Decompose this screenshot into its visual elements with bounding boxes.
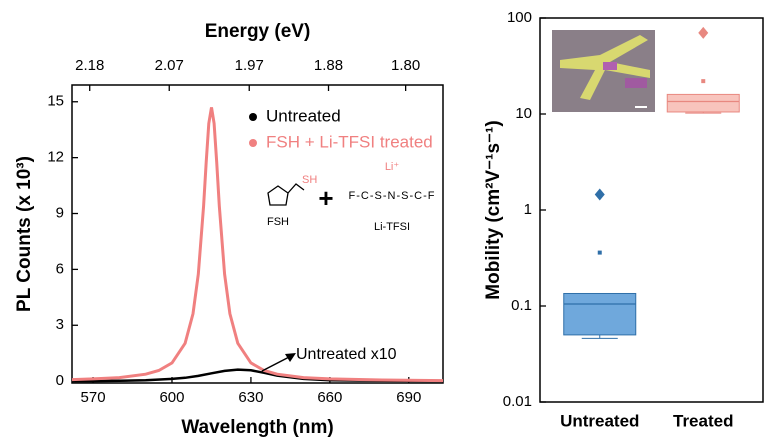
y-tick-label: 0.1 [511, 297, 532, 314]
x2-axis-title: Energy (eV) [205, 21, 311, 42]
annotation: + [318, 183, 333, 213]
y-tick-label: 12 [47, 149, 64, 166]
y-axis-title: Mobility (cm²V⁻¹s⁻¹) [483, 120, 504, 299]
legend-marker [249, 139, 257, 147]
x-tick-label: Treated [673, 411, 733, 430]
y-tick-label: 1 [524, 201, 532, 218]
x2-tick-label: 2.07 [155, 57, 184, 74]
x-tick-label: 630 [238, 389, 263, 406]
box [563, 292, 637, 336]
x-tick-label: 600 [159, 389, 184, 406]
annotation: Li-TFSI [374, 221, 410, 233]
mean-marker [701, 79, 706, 84]
annotation: Untreated x10 [296, 346, 397, 363]
annotation: Li⁺ [385, 161, 400, 173]
y-tick-label: 100 [507, 9, 532, 26]
x-tick-label: 570 [81, 389, 106, 406]
y-tick-label: 10 [515, 105, 532, 122]
legend-marker [249, 113, 257, 121]
y-tick-label: 0.01 [503, 393, 532, 410]
outlier [594, 188, 605, 201]
x2-tick-label: 1.97 [235, 57, 264, 74]
x-tick-label: 690 [396, 389, 421, 406]
box [666, 93, 740, 113]
annotation: F-C-S-N-S-C-F [349, 190, 436, 202]
y-tick-label: 0 [56, 372, 64, 389]
mean-marker [597, 250, 602, 255]
outlier [698, 26, 709, 39]
inset-image [552, 30, 655, 112]
annotation: SH [302, 174, 317, 186]
x2-tick-label: 1.88 [314, 57, 343, 74]
legend-label: Untreated [266, 106, 341, 125]
arrow-head [285, 353, 296, 362]
annotation: FSH [267, 216, 289, 228]
y-tick-label: 6 [56, 260, 64, 277]
x2-tick-label: 2.18 [75, 57, 104, 74]
legend-label: FSH + Li-TFSI treated [266, 132, 433, 151]
fsh-structure [267, 183, 305, 206]
x-tick-label: Untreated [560, 411, 639, 430]
series-line [71, 107, 444, 383]
plot-frame [71, 84, 444, 384]
y-tick-label: 3 [56, 316, 64, 333]
y-axis-title: PL Counts (x 10³) [14, 156, 35, 312]
x-axis-title: Wavelength (nm) [181, 417, 333, 438]
y-tick-label: 15 [47, 93, 64, 110]
x2-tick-label: 1.80 [391, 57, 420, 74]
x-tick-label: 660 [317, 389, 342, 406]
y-tick-label: 9 [56, 204, 64, 221]
